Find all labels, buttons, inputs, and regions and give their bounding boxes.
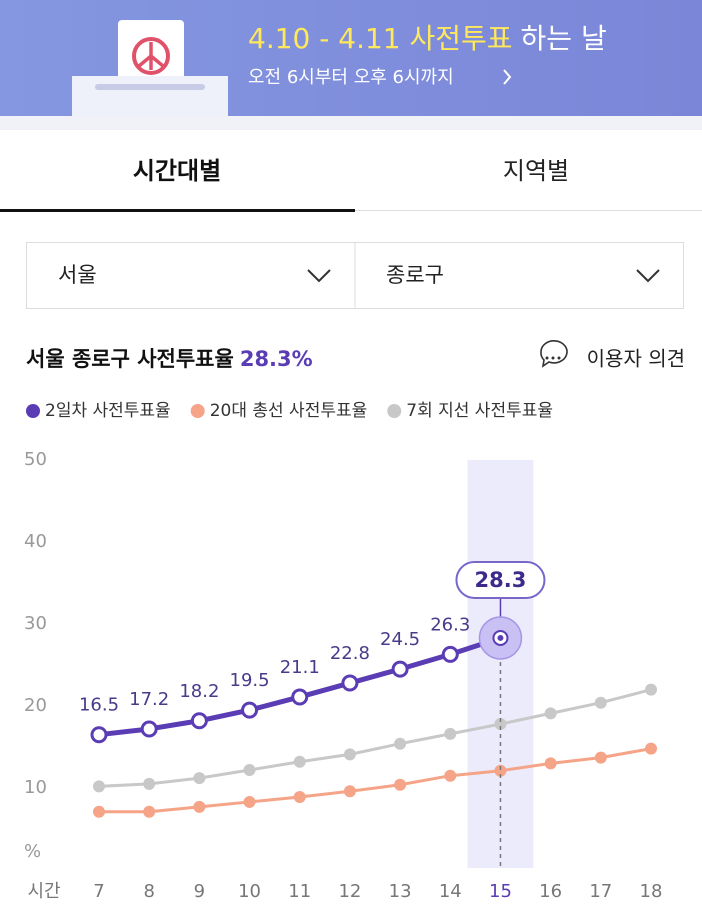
banner-title: 4.10 - 4.11 사전투표 하는 날 bbox=[248, 22, 607, 55]
callout-box bbox=[455, 561, 546, 599]
x-tick-label: 13 bbox=[389, 881, 412, 902]
select-city[interactable]: 서울 bbox=[58, 263, 97, 287]
point bbox=[90, 726, 108, 744]
point bbox=[291, 688, 309, 706]
point bbox=[645, 683, 657, 696]
legend-label: 7회 지선 사전투표율 bbox=[406, 401, 553, 421]
point bbox=[241, 701, 259, 719]
legend-dot bbox=[387, 404, 402, 418]
point bbox=[143, 805, 156, 818]
point bbox=[444, 727, 457, 740]
point bbox=[293, 791, 306, 804]
data-label: 18.2 bbox=[179, 681, 219, 702]
point bbox=[143, 777, 156, 790]
callout-label: 28.3 bbox=[475, 568, 527, 592]
y-tick-label: 50 bbox=[24, 449, 47, 470]
x-tick-label: 11 bbox=[288, 881, 311, 902]
data-label: 19.5 bbox=[230, 670, 270, 691]
tab-indicator bbox=[0, 209, 355, 212]
point bbox=[394, 778, 407, 791]
data-label: 24.5 bbox=[380, 629, 420, 650]
point bbox=[93, 805, 105, 818]
data-label: 21.1 bbox=[280, 657, 320, 678]
data-label: 22.8 bbox=[330, 643, 370, 664]
legend-dot bbox=[190, 404, 205, 418]
y-unit: % bbox=[24, 841, 41, 862]
point bbox=[343, 785, 356, 798]
select-district[interactable]: 종로구 bbox=[386, 263, 444, 287]
point bbox=[494, 718, 507, 731]
data-label: 16.5 bbox=[79, 695, 119, 716]
point bbox=[444, 769, 457, 782]
x-tick-label: 7 bbox=[93, 881, 104, 902]
point bbox=[243, 763, 256, 776]
x-tick-label: 8 bbox=[143, 881, 154, 902]
legend-label: 20대 총선 사전투표율 bbox=[210, 401, 368, 421]
data-label: 17.2 bbox=[129, 689, 169, 710]
x-tick-label: 9 bbox=[194, 881, 205, 902]
y-tick-label: 40 bbox=[24, 531, 47, 552]
x-tick-label: 15 bbox=[489, 881, 512, 902]
chevron bbox=[503, 69, 512, 85]
dropdown-arrow bbox=[307, 269, 331, 283]
point bbox=[544, 707, 557, 720]
feedback-link[interactable]: 이용자 의견 bbox=[587, 347, 685, 371]
x-axis-label: 시간 bbox=[27, 881, 60, 902]
banner-subtitle[interactable]: 오전 6시부터 오후 6시까지 bbox=[248, 67, 454, 88]
point bbox=[341, 674, 359, 692]
heading: 서울 종로구 사전투표율 28.3% bbox=[26, 347, 313, 371]
point bbox=[190, 712, 208, 730]
point bbox=[193, 800, 206, 813]
y-tick-label: 30 bbox=[24, 613, 47, 634]
series-line bbox=[98, 635, 502, 738]
x-tick-label: 12 bbox=[338, 881, 361, 902]
point bbox=[594, 696, 607, 709]
ballot-icon bbox=[72, 20, 228, 116]
point bbox=[93, 780, 105, 793]
comment-icon bbox=[540, 340, 568, 368]
point-dot bbox=[497, 634, 504, 641]
point bbox=[193, 772, 206, 785]
x-tick-label: 16 bbox=[539, 881, 562, 902]
point bbox=[293, 755, 306, 768]
chart: 2일차 사전투표율 20대 총선 사전투표율 7회 지선 사전투표율 10 20 30 40… bbox=[24, 401, 662, 902]
y-tick-label: 10 bbox=[24, 777, 47, 798]
point bbox=[645, 742, 657, 755]
point bbox=[594, 751, 607, 764]
point bbox=[441, 645, 459, 663]
point bbox=[494, 764, 507, 777]
series-line bbox=[99, 747, 652, 814]
x-tick-label: 18 bbox=[640, 881, 663, 902]
point bbox=[140, 720, 158, 738]
legend-label: 2일차 사전투표율 bbox=[45, 401, 171, 421]
y-tick-label: 20 bbox=[24, 695, 47, 716]
legend-dot bbox=[26, 404, 40, 418]
x-tick-label: 14 bbox=[439, 881, 462, 902]
data-label: 26.3 bbox=[430, 614, 470, 635]
point bbox=[394, 737, 407, 750]
divider bbox=[0, 116, 702, 130]
tab[interactable]: 지역별 bbox=[503, 157, 569, 185]
dropdown-arrow bbox=[636, 269, 660, 283]
tab-active[interactable]: 시간대별 bbox=[133, 157, 221, 185]
series-line bbox=[98, 688, 652, 788]
point bbox=[343, 748, 356, 761]
point bbox=[391, 660, 409, 678]
x-tick-label: 10 bbox=[238, 881, 261, 902]
x-tick-label: 17 bbox=[589, 881, 612, 902]
point bbox=[243, 795, 256, 808]
point bbox=[544, 757, 557, 770]
